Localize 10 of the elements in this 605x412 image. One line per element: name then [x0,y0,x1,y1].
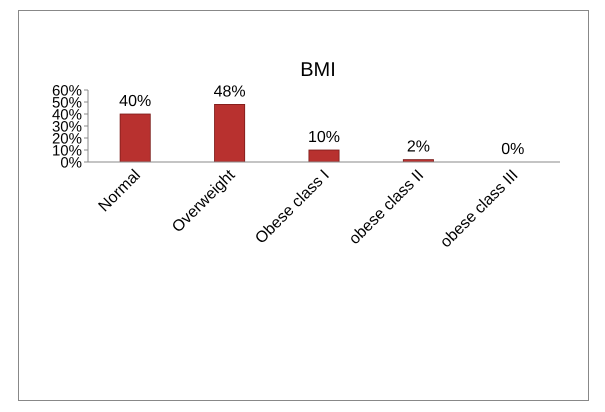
bar [120,114,151,162]
data-label: 48% [214,83,246,100]
data-label: 10% [308,129,340,146]
bar [214,104,246,162]
data-label: 2% [406,138,430,156]
bar [308,150,340,162]
y-tick-label: 0% [60,154,82,172]
data-label: 0% [501,141,524,158]
data-label: 40% [119,93,152,110]
chart-title: BMI [300,59,336,81]
